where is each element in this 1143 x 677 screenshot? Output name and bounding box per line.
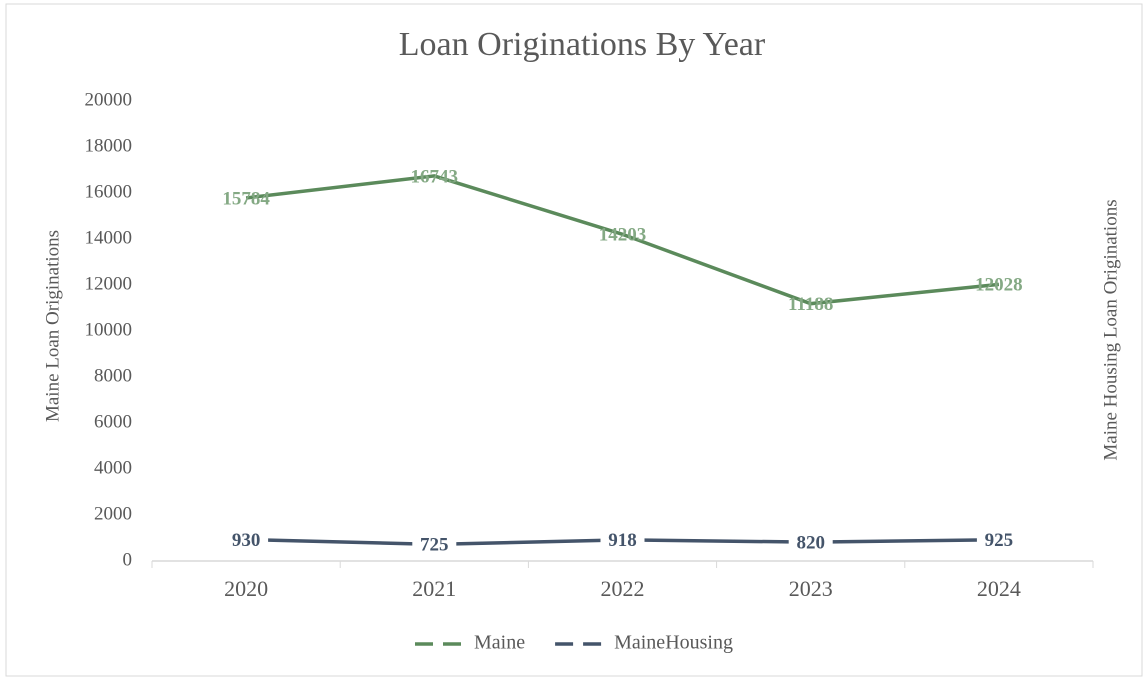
- y-tick-label: 2000: [94, 503, 132, 524]
- y-tick-label: 16000: [85, 181, 133, 202]
- data-label: 925: [985, 530, 1014, 551]
- y-axis-label: Maine Loan Originations: [42, 230, 63, 422]
- data-label-bg: [412, 532, 457, 557]
- data-label-bg: [224, 527, 269, 552]
- y-tick-label: 18000: [85, 135, 133, 156]
- legend-label: Maine: [474, 632, 525, 654]
- y-tick-label: 4000: [94, 457, 132, 478]
- data-label: 16743: [411, 166, 459, 187]
- data-label: 15784: [222, 188, 270, 209]
- y-tick-label: 6000: [94, 411, 132, 432]
- data-label-bg: [600, 527, 645, 552]
- chart-title: Loan Originations By Year: [399, 26, 766, 63]
- data-label-bg: [788, 530, 833, 555]
- data-label: 930: [232, 530, 261, 551]
- y-tick-label: 12000: [85, 273, 133, 294]
- y-tick-label: 10000: [85, 319, 133, 340]
- data-label: 12028: [975, 275, 1023, 296]
- data-label: 820: [796, 532, 825, 553]
- y-tick-label: 20000: [85, 89, 133, 110]
- data-label: 918: [608, 530, 637, 551]
- x-tick-label: 2022: [601, 576, 645, 601]
- legend-label: MaineHousing: [614, 632, 733, 654]
- x-tick-label: 2024: [977, 576, 1021, 601]
- y2-axis-label: Maine Housing Loan Originations: [1100, 199, 1121, 460]
- data-label: 14203: [599, 225, 647, 246]
- data-label: 725: [420, 535, 449, 556]
- data-label: 11188: [788, 294, 833, 315]
- x-tick-label: 2023: [789, 576, 833, 601]
- y-tick-label: 0: [123, 549, 133, 570]
- y-tick-label: 14000: [85, 227, 133, 248]
- series-line: [245, 174, 1000, 306]
- data-label-bg: [976, 527, 1021, 552]
- x-tick-label: 2021: [412, 576, 456, 601]
- x-tick-label: 2020: [224, 576, 268, 601]
- chart-frame: [5, 3, 1143, 677]
- y-tick-label: 8000: [94, 365, 132, 386]
